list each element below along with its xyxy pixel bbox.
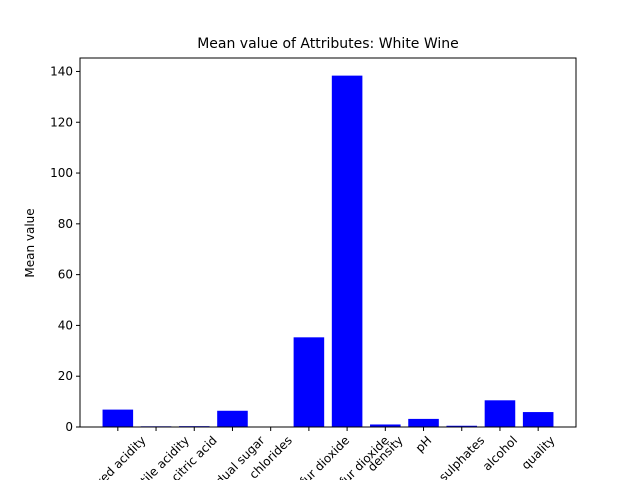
y-tick-label: 140 bbox=[50, 64, 73, 78]
y-tick-label: 0 bbox=[65, 420, 73, 434]
chart-title: Mean value of Attributes: White Wine bbox=[197, 36, 459, 52]
y-tick-label: 120 bbox=[50, 115, 73, 129]
bar bbox=[446, 425, 478, 427]
y-tick-label: 80 bbox=[58, 217, 73, 231]
bar bbox=[102, 409, 134, 427]
bar bbox=[484, 400, 516, 427]
bar bbox=[370, 424, 401, 427]
y-tick-label: 100 bbox=[50, 166, 73, 180]
bar bbox=[408, 418, 439, 427]
y-tick-label: 20 bbox=[58, 369, 73, 383]
bar bbox=[331, 75, 363, 428]
y-axis-label: Mean value bbox=[23, 208, 37, 277]
plot-frame bbox=[79, 57, 577, 428]
y-tick-label: 40 bbox=[58, 318, 73, 332]
bar bbox=[522, 412, 554, 427]
y-tick-label: 60 bbox=[58, 268, 73, 282]
bar bbox=[217, 410, 248, 427]
bar bbox=[293, 337, 325, 427]
